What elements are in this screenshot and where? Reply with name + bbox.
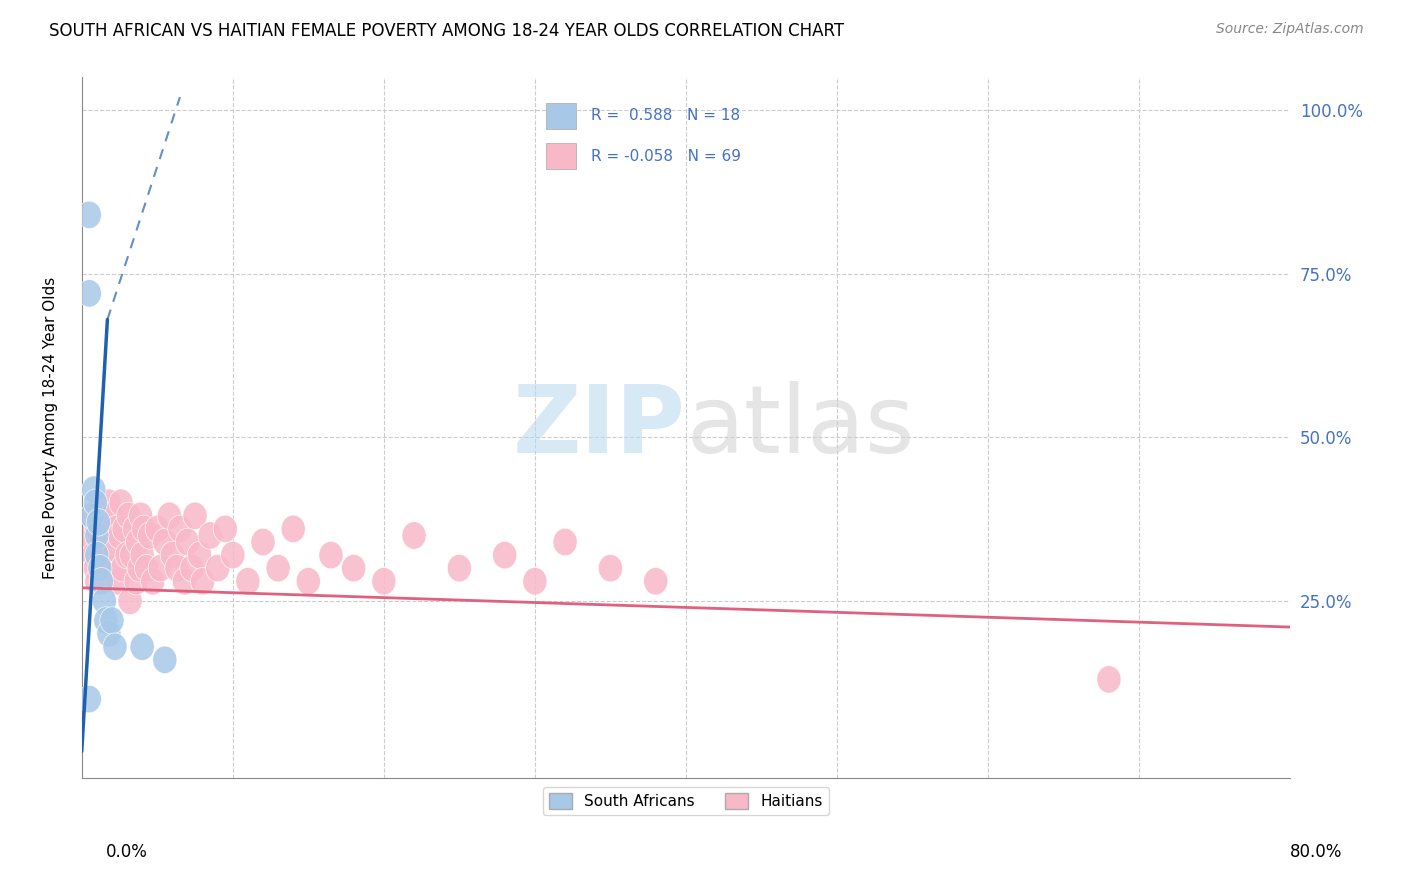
Ellipse shape	[77, 201, 101, 228]
Ellipse shape	[148, 555, 173, 582]
Ellipse shape	[138, 522, 162, 549]
Ellipse shape	[187, 541, 212, 569]
Text: atlas: atlas	[686, 382, 914, 474]
Ellipse shape	[97, 489, 121, 516]
Ellipse shape	[108, 489, 134, 516]
Ellipse shape	[84, 522, 108, 549]
Ellipse shape	[101, 555, 125, 582]
Ellipse shape	[103, 633, 127, 660]
Text: R = -0.058   N = 69: R = -0.058 N = 69	[591, 149, 741, 163]
Ellipse shape	[153, 646, 177, 673]
Ellipse shape	[84, 567, 108, 595]
Ellipse shape	[132, 516, 156, 542]
Ellipse shape	[447, 555, 471, 582]
Ellipse shape	[111, 555, 135, 582]
Ellipse shape	[342, 555, 366, 582]
Text: 0.0%: 0.0%	[105, 843, 148, 861]
Ellipse shape	[91, 555, 115, 582]
Ellipse shape	[523, 567, 547, 595]
Ellipse shape	[160, 541, 184, 569]
Ellipse shape	[80, 502, 104, 530]
Ellipse shape	[127, 555, 152, 582]
Ellipse shape	[87, 502, 112, 530]
Ellipse shape	[94, 607, 118, 634]
Ellipse shape	[100, 502, 124, 530]
Ellipse shape	[83, 489, 107, 516]
Ellipse shape	[553, 528, 578, 556]
Text: ZIP: ZIP	[513, 382, 686, 474]
Ellipse shape	[94, 541, 118, 569]
Text: R =  0.588   N = 18: R = 0.588 N = 18	[591, 109, 740, 123]
Text: 80.0%: 80.0%	[1291, 843, 1343, 861]
Ellipse shape	[135, 555, 159, 582]
Ellipse shape	[644, 567, 668, 595]
FancyBboxPatch shape	[546, 143, 576, 169]
Ellipse shape	[128, 502, 153, 530]
Ellipse shape	[98, 522, 122, 549]
Ellipse shape	[97, 620, 121, 648]
Ellipse shape	[180, 555, 204, 582]
Ellipse shape	[371, 567, 396, 595]
Ellipse shape	[77, 685, 101, 713]
Ellipse shape	[90, 567, 114, 595]
Ellipse shape	[103, 535, 127, 562]
Ellipse shape	[120, 541, 143, 569]
Ellipse shape	[124, 567, 148, 595]
Text: Source: ZipAtlas.com: Source: ZipAtlas.com	[1216, 22, 1364, 37]
Ellipse shape	[93, 516, 117, 542]
Ellipse shape	[205, 555, 229, 582]
FancyBboxPatch shape	[546, 103, 576, 129]
Legend: South Africans, Haitians: South Africans, Haitians	[543, 788, 830, 815]
Ellipse shape	[104, 516, 128, 542]
Ellipse shape	[93, 587, 117, 615]
Ellipse shape	[319, 541, 343, 569]
Ellipse shape	[281, 516, 305, 542]
Ellipse shape	[117, 502, 141, 530]
Ellipse shape	[165, 555, 188, 582]
Ellipse shape	[266, 555, 290, 582]
Ellipse shape	[105, 567, 131, 595]
Ellipse shape	[221, 541, 245, 569]
Ellipse shape	[112, 516, 136, 542]
Ellipse shape	[131, 541, 155, 569]
Ellipse shape	[153, 528, 177, 556]
Ellipse shape	[90, 528, 114, 556]
Ellipse shape	[176, 528, 200, 556]
Ellipse shape	[131, 633, 155, 660]
Ellipse shape	[115, 541, 139, 569]
Ellipse shape	[167, 516, 193, 542]
Ellipse shape	[77, 279, 101, 307]
Y-axis label: Female Poverty Among 18-24 Year Olds: Female Poverty Among 18-24 Year Olds	[44, 277, 58, 579]
Ellipse shape	[77, 522, 101, 549]
Ellipse shape	[492, 541, 517, 569]
Ellipse shape	[198, 522, 222, 549]
Ellipse shape	[190, 567, 215, 595]
Ellipse shape	[83, 555, 107, 582]
Ellipse shape	[145, 516, 169, 542]
Ellipse shape	[1097, 665, 1121, 693]
Ellipse shape	[118, 587, 142, 615]
Text: SOUTH AFRICAN VS HAITIAN FEMALE POVERTY AMONG 18-24 YEAR OLDS CORRELATION CHART: SOUTH AFRICAN VS HAITIAN FEMALE POVERTY …	[49, 22, 845, 40]
Ellipse shape	[214, 516, 238, 542]
Ellipse shape	[173, 567, 197, 595]
Ellipse shape	[82, 476, 105, 503]
Ellipse shape	[250, 528, 276, 556]
Ellipse shape	[122, 516, 146, 542]
Ellipse shape	[84, 541, 108, 569]
Ellipse shape	[107, 522, 132, 549]
Ellipse shape	[599, 555, 623, 582]
Ellipse shape	[183, 502, 207, 530]
Ellipse shape	[236, 567, 260, 595]
Ellipse shape	[402, 522, 426, 549]
Ellipse shape	[157, 502, 181, 530]
Ellipse shape	[100, 607, 124, 634]
Ellipse shape	[297, 567, 321, 595]
Ellipse shape	[141, 567, 165, 595]
Ellipse shape	[86, 508, 111, 536]
Ellipse shape	[87, 555, 112, 582]
Ellipse shape	[82, 541, 105, 569]
Ellipse shape	[125, 528, 149, 556]
Ellipse shape	[80, 502, 104, 530]
Ellipse shape	[84, 516, 108, 542]
